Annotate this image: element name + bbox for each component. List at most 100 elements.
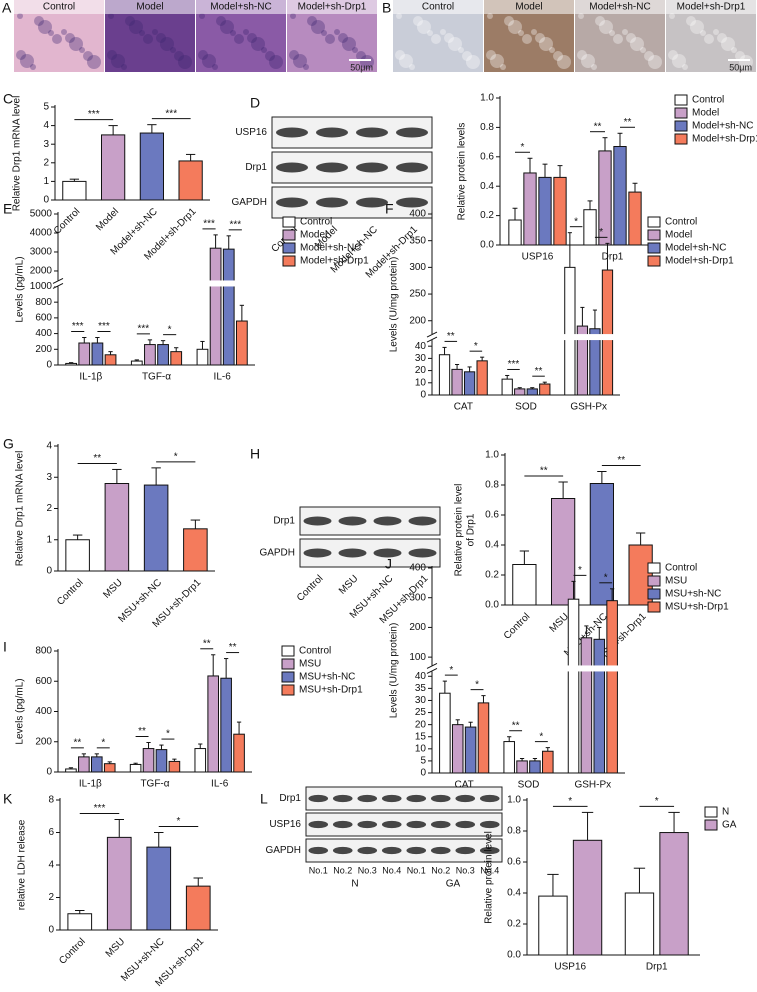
bar	[157, 344, 169, 366]
blot-band	[381, 846, 402, 855]
legend-swatch	[647, 255, 661, 267]
bar	[538, 176, 552, 246]
significance-label: **	[624, 117, 632, 128]
blot-row-label: Drp1	[245, 162, 267, 173]
y-tick-label: 3	[46, 472, 52, 483]
bar	[613, 146, 627, 246]
cell	[265, 51, 275, 61]
scale-label: 50μm	[350, 62, 373, 72]
bar	[589, 483, 614, 606]
blot-band	[308, 794, 329, 803]
bar	[538, 895, 568, 956]
bar	[65, 539, 90, 572]
cell	[129, 20, 143, 34]
y-tick-label: 400	[35, 328, 52, 339]
y-tick-label: 800	[35, 646, 52, 657]
cell	[713, 29, 719, 35]
cell	[640, 47, 646, 53]
significance-label: **	[93, 453, 101, 464]
bar	[178, 160, 203, 201]
cell	[160, 37, 174, 51]
panel-letter: F	[385, 201, 394, 217]
legend-label: MSU+sh-Drp1	[299, 685, 363, 696]
x-tick-label: IL-6	[211, 779, 229, 790]
break-mark	[426, 668, 438, 674]
significance-label: ***	[98, 321, 110, 332]
blot-band	[308, 846, 329, 855]
blot-band	[303, 516, 332, 526]
cell	[735, 51, 745, 61]
legend-label: Model	[665, 230, 692, 241]
y-axis-label: Relative Drp1 mRNA level	[15, 451, 26, 567]
legend-swatch	[282, 242, 296, 254]
y-tick-label: 300	[409, 262, 426, 273]
y-tick-label: 5000	[30, 209, 53, 220]
y-tick-label: 4	[46, 441, 52, 452]
y-tick-label: 2000	[30, 266, 53, 277]
y-tick-label: 15	[415, 731, 427, 742]
significance-label: *	[177, 816, 181, 827]
y-tick-label: 1.0	[507, 795, 521, 806]
significance-label: **	[512, 720, 520, 731]
y-tick-label: 0.6	[485, 510, 499, 521]
y-tick-label: 0	[43, 195, 49, 206]
y-tick-label: 0.4	[507, 888, 521, 899]
image-label: Model+sh-Drp1	[677, 2, 746, 13]
blot-band	[357, 794, 378, 803]
blot-band	[373, 548, 402, 558]
legend-swatch	[281, 645, 295, 657]
y-tick-label: 200	[35, 344, 52, 355]
cell	[307, 16, 317, 26]
legend-label: Control	[300, 217, 332, 228]
cell	[311, 20, 325, 34]
bar	[90, 756, 103, 773]
x-tick-label: IL-1β	[79, 372, 102, 383]
x-tick-label: GSH-Px	[570, 402, 607, 413]
blot-band	[396, 162, 428, 173]
y-tick-label: 4	[48, 860, 54, 871]
blot-band	[479, 794, 500, 803]
blot-band	[455, 820, 476, 829]
legend-swatch	[674, 94, 688, 106]
y-tick-label: 2	[43, 157, 49, 168]
bar	[129, 763, 142, 773]
cell	[427, 30, 433, 36]
bar	[501, 378, 513, 396]
cell	[48, 30, 54, 36]
y-tick-label: 0.0	[480, 240, 494, 251]
x-tick-label: SOD	[515, 402, 537, 413]
y-tick-label: 40	[415, 671, 427, 682]
cell	[352, 47, 358, 53]
y-tick-label: 5	[43, 102, 49, 113]
x-tick-label: Model	[94, 206, 121, 233]
cell	[399, 54, 413, 68]
axis-break	[52, 280, 255, 287]
blot-band	[338, 548, 367, 558]
cell	[38, 20, 52, 34]
significance-label: ***	[94, 803, 106, 814]
cell	[216, 16, 226, 26]
legend-label: Control	[665, 563, 697, 574]
x-tick-label: TGF-α	[140, 779, 169, 790]
cell	[247, 33, 257, 43]
image-label: Control	[43, 2, 75, 13]
blot-band	[357, 820, 378, 829]
significance-label: *	[475, 679, 479, 690]
bar	[572, 839, 603, 956]
bar	[659, 832, 689, 956]
significance-label: ***	[88, 109, 100, 120]
blot-band	[430, 794, 451, 803]
blot-band	[381, 794, 402, 803]
bar	[451, 724, 464, 774]
bar	[168, 760, 181, 773]
cell	[668, 50, 678, 60]
lane-label: No.3	[358, 865, 377, 875]
bar	[580, 637, 593, 774]
significance-label: **	[594, 121, 602, 132]
cell	[531, 29, 537, 35]
y-axis-label: of Drp1	[466, 513, 477, 546]
cell	[199, 13, 205, 19]
blot-band	[406, 820, 427, 829]
y-tick-label: 2	[48, 892, 54, 903]
blot-band	[455, 794, 476, 803]
